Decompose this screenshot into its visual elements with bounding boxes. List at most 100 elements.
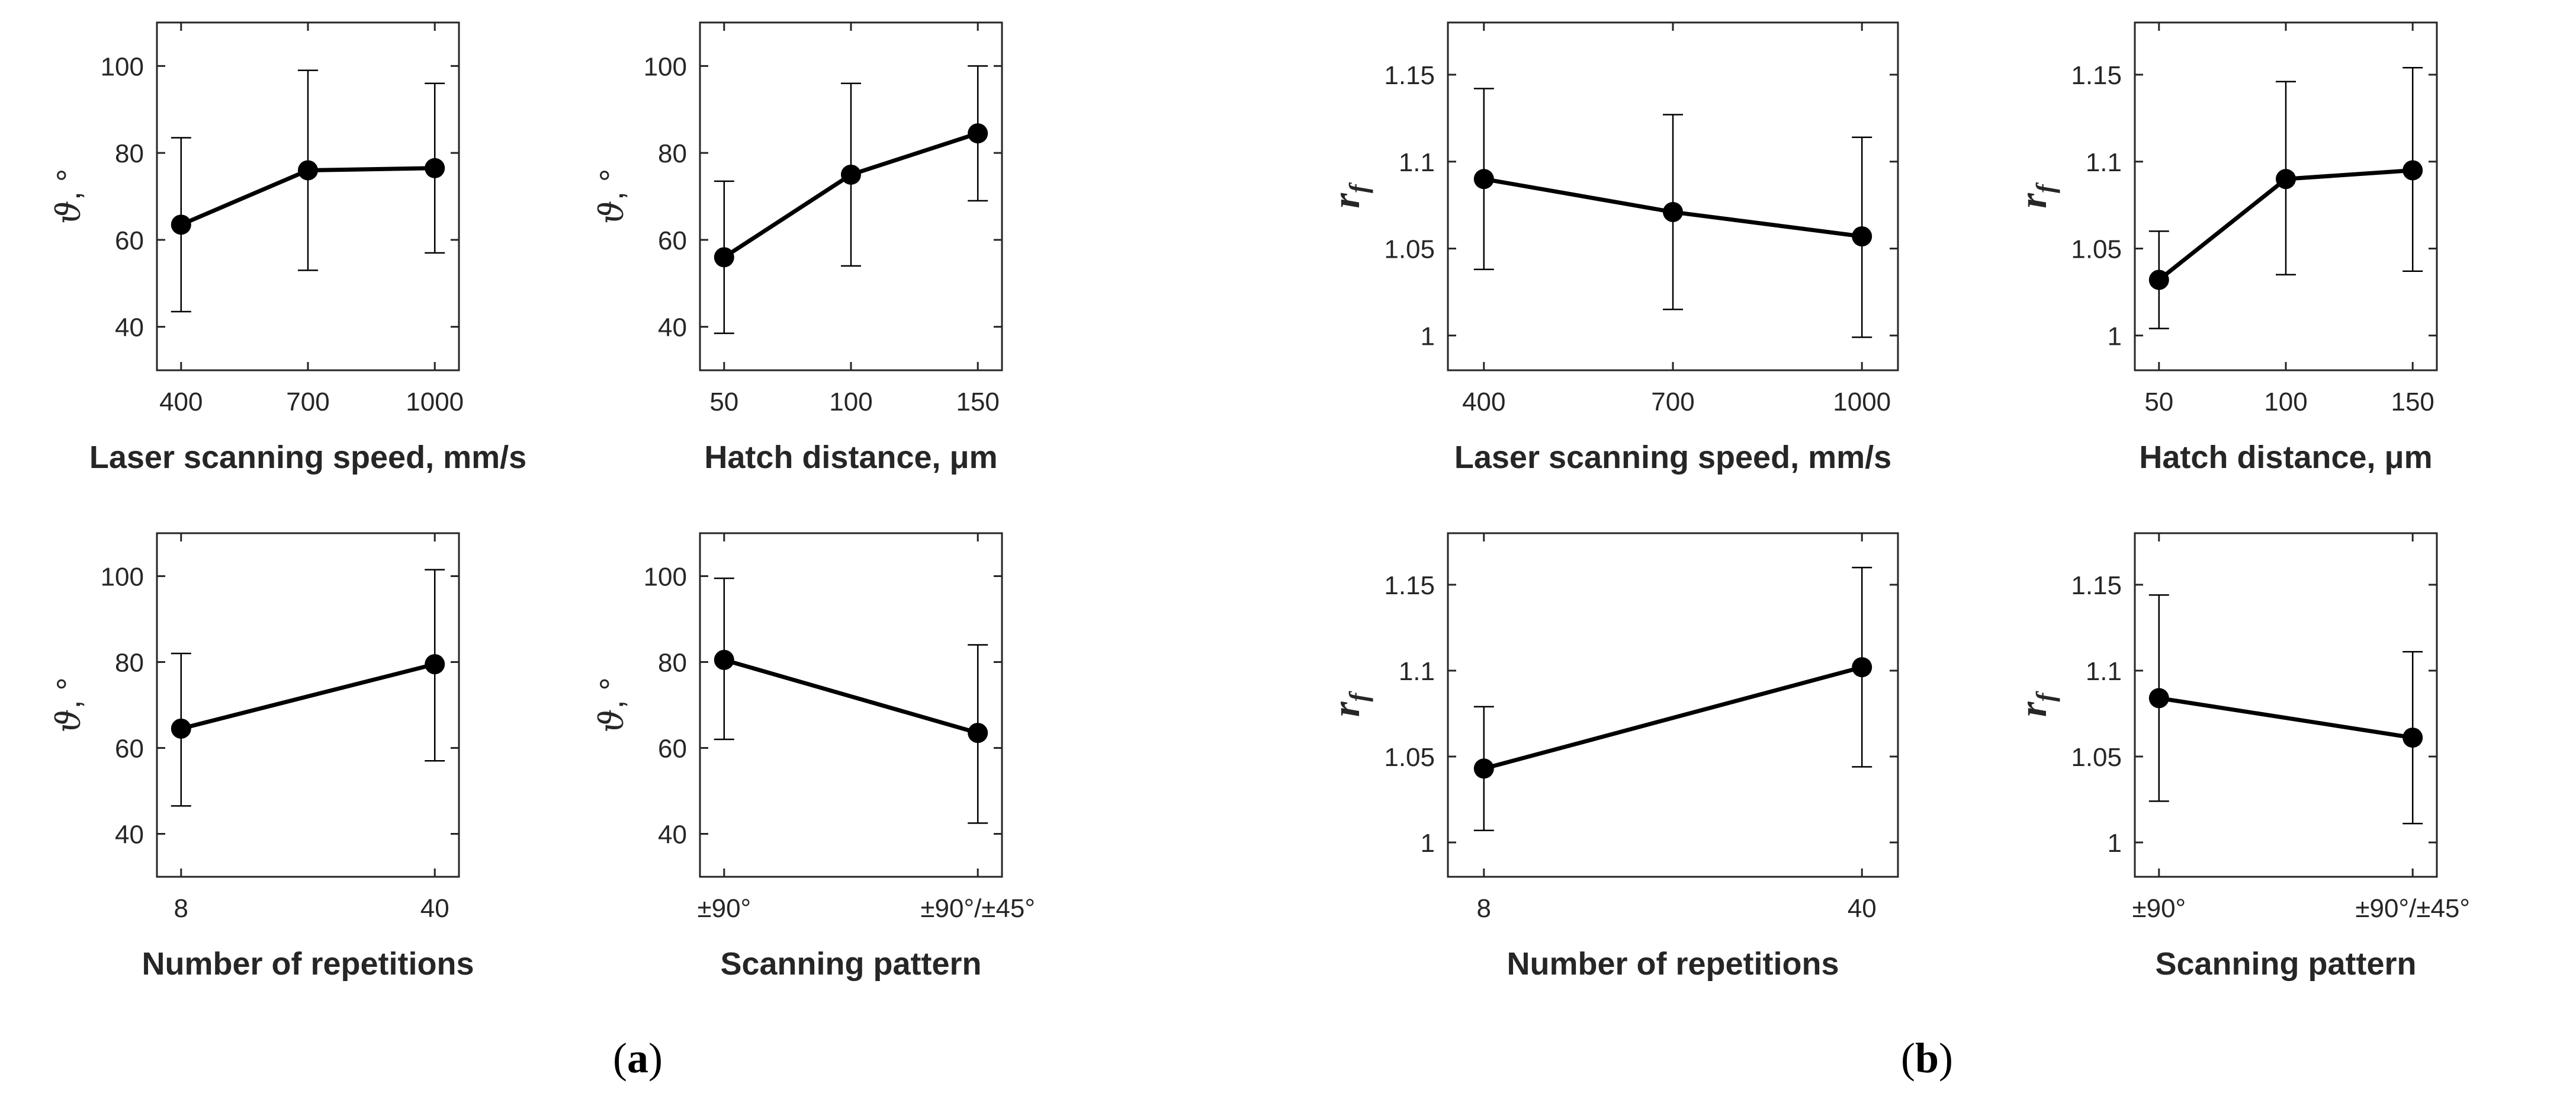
chart-b4: 1 1.05 1.1 1.15 ±90° ±90°/±45° Scanning patter… — [2012, 532, 2470, 982]
y-axis-title-main: r — [2012, 193, 2055, 209]
chart-b3: 1 1.05 1.1 1.15 8 40 Number of repetitions rf — [1325, 532, 1899, 982]
y-tick-label: 1.15 — [1384, 61, 1435, 90]
x-tick-label: 150 — [956, 387, 999, 416]
data-point — [1663, 201, 1683, 222]
x-tick-label: ±90° — [2132, 894, 2186, 923]
series-line — [1483, 665, 1863, 771]
data-point — [1473, 169, 1494, 190]
x-tick-label: 400 — [1462, 387, 1505, 416]
data-point — [2402, 160, 2423, 181]
y-tick-label: 100 — [101, 563, 144, 592]
data-point — [171, 718, 191, 739]
chart-a3: 40 60 80 100 8 40 Number of repetitions ϑ, ° — [50, 532, 474, 982]
y-tick-label: 60 — [115, 226, 144, 255]
data-point — [2276, 169, 2296, 190]
y-axis-title-sub: f — [1344, 690, 1373, 701]
x-tick-label: 40 — [1848, 894, 1877, 923]
y-axis-title-unit: , ° — [593, 677, 630, 709]
plot-frame — [1447, 532, 1899, 878]
data-point — [425, 158, 445, 178]
y-tick-label: 1.05 — [1384, 235, 1435, 264]
y-tick-label: 1.1 — [2086, 657, 2122, 686]
y-axis-title-unit: , ° — [50, 677, 87, 709]
x-tick-label: ±90°/±45° — [920, 894, 1035, 923]
y-axis-title: rf — [1325, 182, 1373, 209]
data-point — [2148, 688, 2169, 709]
y-axis-title-main: r — [1325, 193, 1368, 209]
x-tick-label: 50 — [2144, 387, 2173, 416]
y-tick-label: 80 — [115, 649, 144, 678]
y-axis-title-main: r — [2012, 701, 2055, 717]
x-axis-title: Hatch distance, μm — [2139, 440, 2432, 475]
data-point — [2148, 270, 2169, 290]
y-tick-label: 1.15 — [1384, 571, 1435, 600]
y-tick-label: 40 — [658, 313, 687, 342]
x-tick-label: 100 — [829, 387, 872, 416]
x-axis-title: Number of repetitions — [142, 946, 474, 982]
y-tick-label: 1.1 — [2086, 148, 2122, 177]
y-tick-label: 1.05 — [2071, 235, 2122, 264]
y-tick-label: 40 — [658, 821, 687, 850]
x-tick-label: ±90°/±45° — [2355, 894, 2470, 923]
data-point — [968, 123, 988, 144]
x-tick-label: 1000 — [406, 387, 464, 416]
x-axis-title: Laser scanning speed, mm/s — [89, 440, 526, 475]
data-point — [841, 164, 861, 185]
y-tick-label: 100 — [101, 52, 144, 81]
y-tick-label: 1.1 — [1399, 657, 1435, 686]
plot-frame — [2134, 532, 2438, 878]
y-tick-label: 40 — [115, 313, 144, 342]
x-tick-label: ±90° — [697, 894, 751, 923]
chart-a2: 40 60 80 100 50 100 150 Hatch distance, μm ϑ, ° — [593, 21, 1003, 475]
y-axis-title-sub: f — [1344, 182, 1373, 193]
x-tick-label: 1000 — [1833, 387, 1891, 416]
y-axis-title: ϑ, ° — [593, 169, 631, 225]
y-axis-title-main: ϑ — [50, 200, 88, 224]
data-point — [298, 160, 318, 181]
y-axis-title-sub: f — [2031, 182, 2060, 193]
y-axis-title: ϑ, ° — [50, 169, 88, 225]
x-axis-title: Laser scanning speed, mm/s — [1454, 440, 1891, 475]
chart-b2: 1 1.05 1.1 1.15 50 100 150 Hatch distance, μm rf — [2012, 21, 2438, 475]
y-tick-label: 100 — [644, 52, 687, 81]
x-tick-label: 100 — [2264, 387, 2307, 416]
x-tick-label: 150 — [2391, 387, 2434, 416]
panel-label-a: (a) — [613, 1034, 663, 1082]
chart-a1: 40 60 80 100 400 700 1000 Laser scanning speed,… — [50, 21, 526, 475]
series-line — [723, 658, 979, 735]
y-tick-label: 60 — [658, 735, 687, 764]
x-tick-label: 8 — [174, 894, 188, 923]
x-axis-title: Scanning pattern — [2155, 946, 2416, 982]
x-tick-label: 8 — [1477, 894, 1491, 923]
y-axis-title-unit: , ° — [50, 169, 87, 201]
y-axis-title: ϑ, ° — [593, 677, 631, 733]
x-axis-title: Scanning pattern — [720, 946, 981, 982]
y-tick-label: 80 — [658, 139, 687, 168]
y-tick-label: 60 — [658, 226, 687, 255]
x-tick-label: 700 — [1651, 387, 1694, 416]
y-tick-label: 1 — [1421, 322, 1435, 351]
x-axis-title: Number of repetitions — [1507, 946, 1839, 982]
y-axis-title: rf — [1325, 690, 1373, 717]
y-axis-title-sub: f — [2031, 690, 2060, 701]
data-point — [1852, 226, 1872, 247]
x-tick-label: 400 — [159, 387, 203, 416]
chart-a4: 40 60 80 100 ±90° ±90°/±45° Scanning pattern ϑ,… — [593, 532, 1035, 982]
y-tick-label: 100 — [644, 563, 687, 592]
y-tick-label: 80 — [658, 649, 687, 678]
y-tick-label: 1.05 — [1384, 743, 1435, 772]
y-axis-title-unit: , ° — [593, 169, 630, 201]
series-line — [180, 662, 436, 731]
y-tick-label: 1.05 — [2071, 743, 2122, 772]
panel-label-b: (b) — [1901, 1034, 1954, 1082]
x-tick-label: 40 — [420, 894, 449, 923]
data-point — [714, 247, 734, 268]
x-axis-title: Hatch distance, μm — [704, 440, 997, 475]
y-axis-title-main: ϑ — [593, 709, 631, 733]
data-point — [968, 723, 988, 744]
y-tick-label: 1 — [1421, 829, 1435, 858]
y-tick-label: 1 — [2108, 829, 2122, 858]
y-tick-label: 1 — [2108, 322, 2122, 351]
data-point — [1852, 657, 1872, 678]
plot-frame — [699, 532, 1003, 878]
